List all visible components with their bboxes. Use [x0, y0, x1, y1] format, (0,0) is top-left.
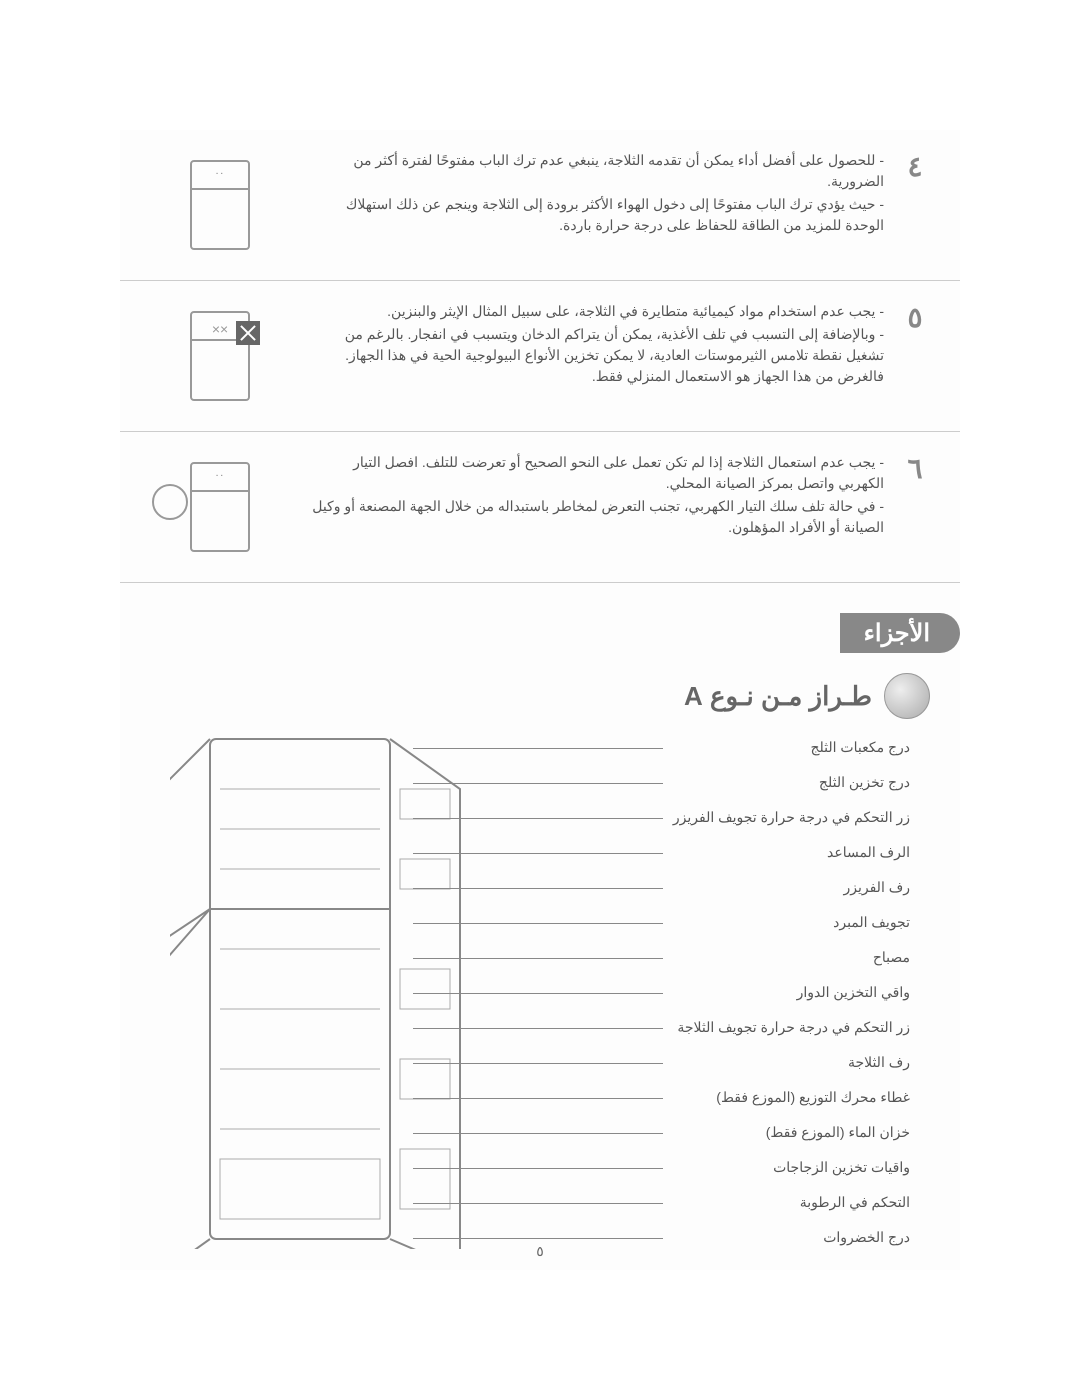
- label-lamp: مصباح: [633, 949, 910, 966]
- caution-line: - في حالة تلف سلك التيار الكهربي، تجنب ا…: [306, 496, 884, 538]
- caution-line: - حيث يؤدي ترك الباب مفتوحًا إلى دخول ال…: [306, 194, 884, 236]
- caution-row-4: ٤ - للحصول على أفضل أداء يمكن أن تقدمه ا…: [120, 130, 960, 281]
- caution-line: - وبالإضافة إلى التسبب في تلف الأغذية، ي…: [306, 324, 884, 387]
- caution-line: - يجب عدم استخدام مواد كيميائية متطايرة …: [306, 301, 884, 322]
- label-fridge-temp-control: زر التحكم في درجة حرارة تجويف الثلاجة: [633, 1019, 910, 1036]
- label-aux-shelf: الرف المساعد: [633, 844, 910, 861]
- label-vegetable-drawer: درج الخضروات: [633, 1229, 910, 1246]
- caution-number: ٦: [900, 452, 930, 562]
- label-humidity-control: التحكم في الرطوبة: [633, 1194, 910, 1211]
- caution-row-5: ٥ - يجب عدم استخدام مواد كيميائية متطاير…: [120, 281, 960, 432]
- label-ice-storage: درج تخزين الثلج: [633, 774, 910, 791]
- caution-row-6: ٦ - يجب عدم استعمال الثلاجة إذا لم تكن ت…: [120, 432, 960, 583]
- fridge-service-icon: ˙˙: [150, 452, 290, 562]
- label-fridge-shelf: رف الثلاجة: [633, 1054, 910, 1071]
- parts-diagram: درج مكعبات الثلج درج تخزين الثلج زر التح…: [150, 729, 930, 1289]
- section-header-label: الأجزاء: [864, 619, 930, 648]
- label-water-tank: خزان الماء (الموزع فقط): [633, 1124, 910, 1141]
- label-freezer-shelf: رف الفريزر: [633, 879, 910, 896]
- label-rotary-guard: واقي التخزين الدوار: [633, 984, 910, 1001]
- section-header-parts: الأجزاء: [120, 613, 960, 653]
- caution-number: ٥: [900, 301, 930, 411]
- fridge-open-icon: ˙˙: [150, 150, 290, 260]
- model-badge-icon: [884, 673, 930, 719]
- model-title-row: طـراز مـن نـوع A: [120, 673, 930, 719]
- model-title-text: طـراز مـن نـوع A: [684, 681, 872, 712]
- manual-page: ٤ - للحصول على أفضل أداء يمكن أن تقدمه ا…: [120, 130, 960, 1270]
- diagram-labels: درج مكعبات الثلج درج تخزين الثلج زر التح…: [633, 739, 910, 1246]
- caution-text: - يجب عدم استخدام مواد كيميائية متطايرة …: [306, 301, 884, 411]
- fridge-chemical-icon: ××: [150, 301, 290, 411]
- page-number: ٥: [536, 1243, 544, 1260]
- caution-line: - يجب عدم استعمال الثلاجة إذا لم تكن تعم…: [306, 452, 884, 494]
- fridge-line-drawing: [170, 729, 470, 1249]
- label-bottle-guards: واقيات تخزين الزجاجات: [633, 1159, 910, 1176]
- label-chiller-compartment: تجويف المبرد: [633, 914, 910, 931]
- caution-text: - يجب عدم استعمال الثلاجة إذا لم تكن تعم…: [306, 452, 884, 562]
- caution-text: - للحصول على أفضل أداء يمكن أن تقدمه الث…: [306, 150, 884, 260]
- label-ice-cube-tray: درج مكعبات الثلج: [633, 739, 910, 756]
- caution-number: ٤: [900, 150, 930, 260]
- caution-line: - للحصول على أفضل أداء يمكن أن تقدمه الث…: [306, 150, 884, 192]
- label-freezer-temp-control: زر التحكم في درجة حرارة تجويف الفريزر: [633, 809, 910, 826]
- label-dispenser-cover: غطاء محرك التوزيع (الموزع فقط): [633, 1089, 910, 1106]
